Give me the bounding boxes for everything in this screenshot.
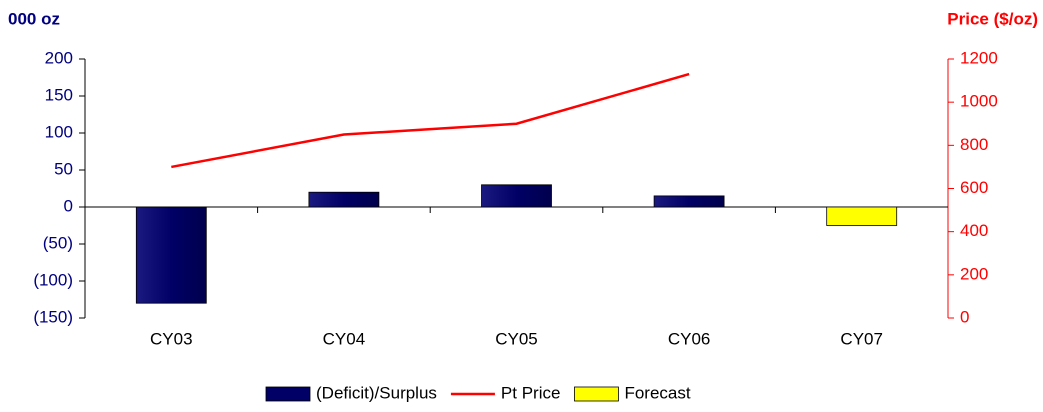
bar bbox=[653, 195, 725, 208]
y2-tick-label: 1000 bbox=[960, 92, 998, 111]
legend-label: Forecast bbox=[624, 383, 690, 402]
y-tick-label: (100) bbox=[33, 270, 73, 289]
y2-tick-label: 800 bbox=[960, 135, 988, 154]
y2-tick-label: 200 bbox=[960, 264, 988, 283]
x-tick-label: CY04 bbox=[323, 329, 366, 348]
y-tick-label: 200 bbox=[45, 48, 73, 67]
legend-swatch bbox=[574, 386, 619, 402]
y-tick-label: (150) bbox=[33, 307, 73, 326]
legend-swatch bbox=[265, 386, 311, 402]
y-tick-label: 150 bbox=[45, 85, 73, 104]
y-tick-label: 0 bbox=[64, 196, 73, 215]
y-tick-label: (50) bbox=[43, 233, 73, 252]
y2-tick-label: 0 bbox=[960, 307, 969, 326]
x-tick-label: CY03 bbox=[150, 329, 193, 348]
y2-tick-label: 600 bbox=[960, 178, 988, 197]
bar bbox=[135, 206, 207, 304]
y2-tick-label: 400 bbox=[960, 221, 988, 240]
x-tick-label: CY05 bbox=[495, 329, 538, 348]
bar bbox=[826, 206, 898, 226]
y-axis-title: 000 oz bbox=[8, 9, 60, 28]
x-tick-label: CY07 bbox=[840, 329, 883, 348]
y2-axis-title: Price ($/oz) bbox=[947, 9, 1038, 28]
y-tick-label: 100 bbox=[45, 122, 73, 141]
bar bbox=[308, 191, 380, 208]
price-line bbox=[171, 72, 690, 169]
y-tick-label: 50 bbox=[54, 159, 73, 178]
legend-label: Pt Price bbox=[501, 383, 561, 402]
bar bbox=[481, 184, 552, 208]
y2-tick-label: 1200 bbox=[960, 48, 998, 67]
x-tick-label: CY06 bbox=[668, 329, 711, 348]
legend-label: (Deficit)/Surplus bbox=[316, 383, 437, 402]
